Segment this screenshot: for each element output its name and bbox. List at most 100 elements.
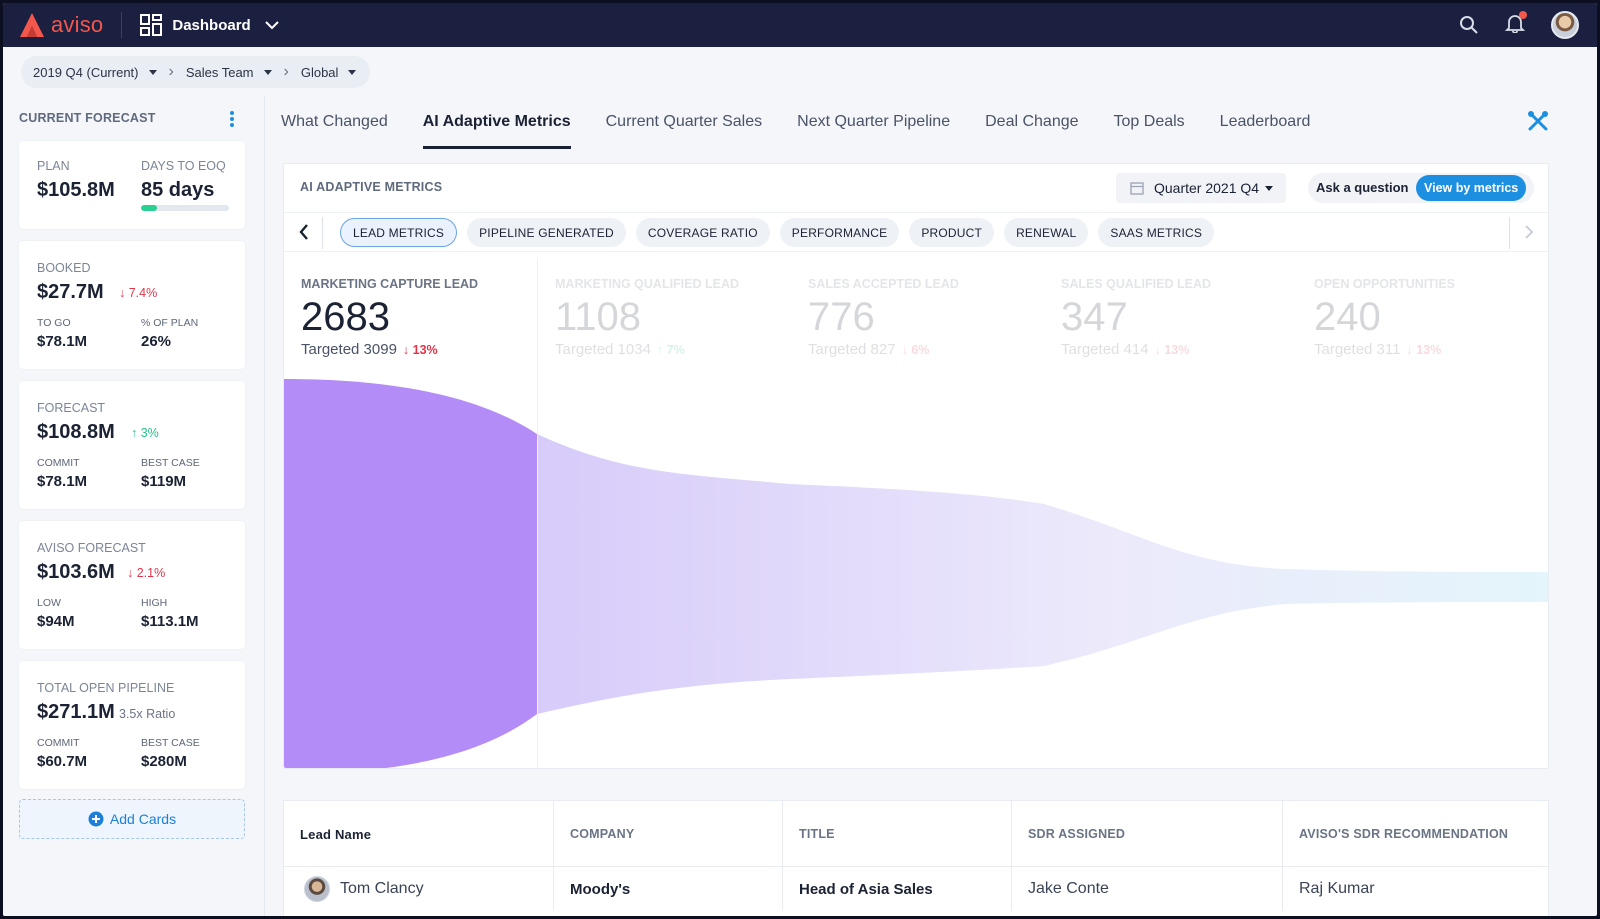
metric-target: Targeted 3099 ↓ 13% (301, 341, 478, 358)
aviso-logo-icon (20, 13, 44, 37)
chevron-down-icon (265, 21, 279, 30)
best-case-label: BEST CASE (141, 457, 200, 469)
add-cards-button[interactable]: Add Cards (19, 799, 245, 839)
metric-label: MARKETING QUALIFIED LEAD (555, 277, 740, 291)
metric-label: SALES ACCEPTED LEAD (808, 277, 959, 291)
days-value: 85 days (141, 179, 215, 201)
tab-deal-change[interactable]: Deal Change (985, 113, 1079, 130)
top-right-actions (1459, 3, 1579, 47)
column-header-company[interactable]: COMPANY (554, 801, 783, 867)
leads-table: Lead Name COMPANY TITLE SDR ASSIGNED AVI… (283, 800, 1549, 916)
table-header: Lead Name COMPANY TITLE SDR ASSIGNED AVI… (284, 801, 1548, 867)
chip-coverage-ratio[interactable]: COVERAGE RATIO (635, 218, 770, 247)
tab-top-deals[interactable]: Top Deals (1113, 113, 1185, 130)
search-icon[interactable] (1459, 15, 1479, 35)
plan-label: PLAN (37, 159, 70, 173)
dashboard-label: Dashboard (172, 16, 251, 34)
forecast-card[interactable]: FORECAST $108.8M ↑ 3% COMMIT $78.1M BEST… (19, 381, 245, 509)
tab-what-changed[interactable]: What Changed (281, 113, 388, 130)
aviso-logo[interactable]: aviso (19, 3, 103, 47)
metric-value: 776 (808, 295, 875, 339)
tab-ai-adaptive-metrics[interactable]: AI Adaptive Metrics (422, 113, 571, 149)
plus-circle-icon (88, 811, 104, 827)
dashboard-tabs: What Changed AI Adaptive Metrics Current… (281, 113, 1345, 149)
notifications-button[interactable] (1504, 10, 1527, 38)
chip-performance[interactable]: PERFORMANCE (779, 218, 900, 247)
open-pipeline-card[interactable]: TOTAL OPEN PIPELINE $271.1M 3.5x Ratio C… (19, 661, 245, 789)
metric-target: Targeted 1034 ↑ 7% (555, 341, 739, 358)
metric-marketing-capture-lead[interactable]: MARKETING CAPTURE LEAD 2683 Targeted 309… (301, 277, 478, 358)
metric-open-opportunities[interactable]: OPEN OPPORTUNITIES 240 Targeted 311 ↓ 13% (1314, 277, 1455, 358)
divider (1509, 217, 1510, 249)
metric-value: 1108 (555, 295, 642, 339)
pct-plan-label: % OF PLAN (141, 317, 199, 329)
chevron-left-icon[interactable] (298, 223, 310, 241)
metric-target: Targeted 414 ↓ 13% (1061, 341, 1211, 358)
dashboard-menu[interactable]: Dashboard (140, 14, 279, 36)
cell-title: Head of Asia Sales (783, 867, 1012, 911)
tab-current-quarter-sales[interactable]: Current Quarter Sales (605, 113, 763, 130)
chip-lead-metrics[interactable]: LEAD METRICS (340, 218, 458, 247)
metric-sales-qualified-lead[interactable]: SALES QUALIFIED LEAD 347 Targeted 414 ↓ 1… (1061, 277, 1211, 358)
tools-icon[interactable] (1527, 110, 1549, 132)
divider (322, 217, 323, 249)
metric-value: 347 (1061, 295, 1128, 339)
chip-renewal[interactable]: RENEWAL (1004, 218, 1089, 247)
quarter-selector[interactable]: Quarter 2021 Q4 (1116, 173, 1286, 203)
column-header-sdr-recommendation[interactable]: AVISO'S SDR RECOMMENDATION (1299, 827, 1509, 841)
metric-label: SALES QUALIFIED LEAD (1061, 277, 1212, 291)
commit-label: COMMIT (37, 457, 80, 469)
breadcrumb-team[interactable]: Sales Team (186, 65, 272, 80)
kebab-menu-icon[interactable] (229, 110, 235, 128)
breadcrumb: 2019 Q4 (Current) › Sales Team › Global (21, 56, 371, 88)
ai-adaptive-metrics-panel: AI ADAPTIVE METRICS Quarter 2021 Q4 Ask … (283, 163, 1549, 769)
column-header-title[interactable]: TITLE (783, 801, 1012, 867)
metric-marketing-qualified-lead[interactable]: MARKETING QUALIFIED LEAD 1108 Targeted 1… (555, 277, 739, 358)
chevron-right-icon: › (168, 63, 174, 80)
metric-label: MARKETING CAPTURE LEAD (301, 277, 479, 291)
cell-lead-name: Tom Clancy (284, 867, 554, 911)
pipeline-commit-value: $60.7M (37, 753, 88, 770)
pipeline-label: TOTAL OPEN PIPELINE (37, 681, 175, 695)
ask-question-button[interactable]: Ask a question (1316, 180, 1409, 195)
column-header-sdr-assigned[interactable]: SDR ASSIGNED (1012, 801, 1283, 867)
breadcrumb-region[interactable]: Global (301, 65, 357, 80)
user-avatar[interactable] (1551, 11, 1579, 39)
plan-card[interactable]: PLAN $105.8M DAYS TO EOQ 85 days (19, 141, 245, 229)
aviso-forecast-card[interactable]: AVISO FORECAST $103.6M ↓ 2.1% LOW $94M H… (19, 521, 245, 649)
high-label: HIGH (141, 597, 168, 609)
chip-product[interactable]: PRODUCT (909, 218, 995, 247)
booked-card[interactable]: BOOKED $27.7M ↓ 7.4% TO GO $78.1M % OF P… (19, 241, 245, 369)
pipeline-commit-label: COMMIT (37, 737, 80, 749)
aviso-forecast-change-value: 2.1% (136, 566, 166, 580)
breadcrumb-period[interactable]: 2019 Q4 (Current) (33, 65, 157, 80)
chevron-right-icon[interactable] (1524, 224, 1534, 240)
metric-target-text: Targeted 827 (808, 341, 896, 358)
breadcrumb-region-label: Global (300, 64, 339, 80)
lead-name-text: Tom Clancy (340, 880, 424, 897)
metric-change: ↓ 6% (901, 343, 930, 357)
cell-company: Moody's (554, 867, 783, 911)
metric-change: ↓ 13% (1154, 343, 1190, 357)
metric-change-value: 13% (1416, 343, 1442, 357)
metric-label: OPEN OPPORTUNITIES (1314, 277, 1455, 291)
app-frame: aviso Dashboard (3, 3, 1597, 916)
view-by-metrics-button[interactable]: View by metrics (1416, 175, 1527, 201)
column-header-lead-name[interactable]: Lead Name (284, 801, 554, 867)
chip-saas-metrics[interactable]: SAAS METRICS (1098, 218, 1215, 247)
metric-sales-accepted-lead[interactable]: SALES ACCEPTED LEAD 776 Targeted 827 ↓ 6% (808, 277, 959, 358)
tab-next-quarter-pipeline[interactable]: Next Quarter Pipeline (797, 113, 951, 130)
notification-dot (1519, 10, 1527, 19)
chip-pipeline-generated[interactable]: PIPELINE GENERATED (467, 218, 626, 247)
pipeline-value: $271.1M (37, 701, 115, 723)
caret-down-icon (148, 69, 157, 75)
metric-change: ↑ 7% (656, 343, 685, 357)
ask-question-group: Ask a question View by metrics (1308, 173, 1534, 203)
metric-change-value: 7% (666, 343, 685, 357)
booked-change-value: 7.4% (128, 286, 158, 300)
calendar-icon (1130, 182, 1144, 195)
top-bar: aviso Dashboard (3, 3, 1597, 47)
tab-leaderboard[interactable]: Leaderboard (1219, 113, 1311, 130)
logo-text: aviso (51, 12, 104, 37)
pipeline-best-label: BEST CASE (141, 737, 200, 749)
